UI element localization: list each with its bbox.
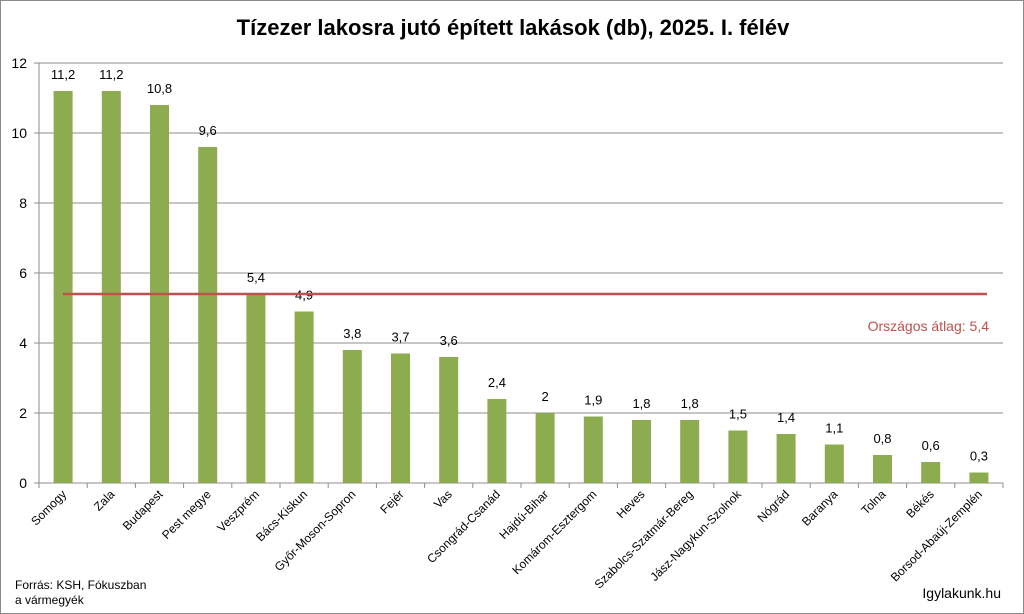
x-tick-label: Vas [431,487,455,511]
watermark: Igylakunk.hu [922,585,1001,601]
data-label: 9,6 [199,123,217,138]
data-label: 0,8 [873,431,891,446]
bar [439,357,459,483]
data-label: 5,4 [247,270,265,285]
x-tick-label: Baranya [799,487,841,529]
bar [535,413,555,483]
x-tick-label: Veszprém [214,487,262,535]
average-line-label: Országos átlag: 5,4 [868,318,990,334]
x-tick-label: Szabolcs-Szatmár-Bereg [592,487,696,591]
bar [680,420,700,483]
x-tick-label: Nógrád [754,487,792,525]
y-tick-label: 10 [11,125,27,141]
bar [53,91,73,483]
bar [776,434,796,483]
y-tick-label: 12 [11,55,27,71]
bars [53,91,989,483]
y-tick-label: 6 [19,265,27,281]
y-tick-label: 8 [19,195,27,211]
bar [632,420,651,483]
bar [198,147,218,483]
bar [246,294,266,483]
source-line-1: Forrás: KSH, Fókuszban [15,578,147,592]
data-label: 2 [541,389,548,404]
data-label: 11,2 [99,67,123,82]
x-tick-label: Békés [903,487,936,520]
bar [342,350,362,483]
average-line-group: Országos átlag: 5,4 [63,292,990,334]
data-label: 3,8 [343,326,361,341]
data-label: 3,6 [440,333,458,348]
x-tick-label: Jász-Nagykun-Szolnok [647,487,744,584]
data-label: 1,8 [632,396,650,411]
bar [101,91,121,483]
data-label: 0,3 [970,449,988,464]
y-tick-label: 4 [19,335,27,351]
data-label: 11,2 [51,67,75,82]
bar [921,462,941,483]
bar [873,455,892,483]
x-tick-label: Budapest [120,487,166,533]
data-label: 10,8 [147,81,172,96]
chart-title: Tízezer lakosra jutó épített lakások (db… [236,15,790,40]
x-tick-label: Komárom-Esztergom [509,487,599,577]
data-label: 1,9 [584,393,602,408]
data-label: 3,7 [391,330,409,345]
bar [969,472,989,483]
x-tick-label: Tolna [858,487,888,517]
bar [294,311,314,483]
gridlines [39,62,1003,414]
x-tick-label: Somogy [28,487,69,528]
data-labels: 11,211,210,89,65,44,93,83,73,62,421,91,8… [51,67,988,464]
data-label: 1,1 [825,421,843,436]
data-label: 2,4 [488,375,506,390]
bar [728,430,748,483]
x-tick-label: Fejér [377,487,406,516]
data-label: 1,4 [777,410,795,425]
data-label: 1,8 [681,396,699,411]
data-label: 0,6 [922,438,940,453]
x-tick-label: Győr-Moson-Sopron [272,487,359,574]
y-tick-label: 0 [19,475,27,491]
bar [487,399,507,483]
source-line-2: a vármegyék [15,593,84,607]
bar [583,416,603,483]
x-tick-label: Zala [91,487,118,514]
bar [391,353,410,483]
bar [824,444,844,483]
data-label: 1,5 [729,407,747,422]
x-tick-label: Pest megye [159,487,214,542]
y-tick-label: 2 [19,405,27,421]
x-tick-label: Heves [614,487,648,521]
source-note: Forrás: KSH, Fókuszban a vármegyék [15,578,146,608]
x-tick-label: Borsod-Abaúj-Zemplén [888,487,985,584]
